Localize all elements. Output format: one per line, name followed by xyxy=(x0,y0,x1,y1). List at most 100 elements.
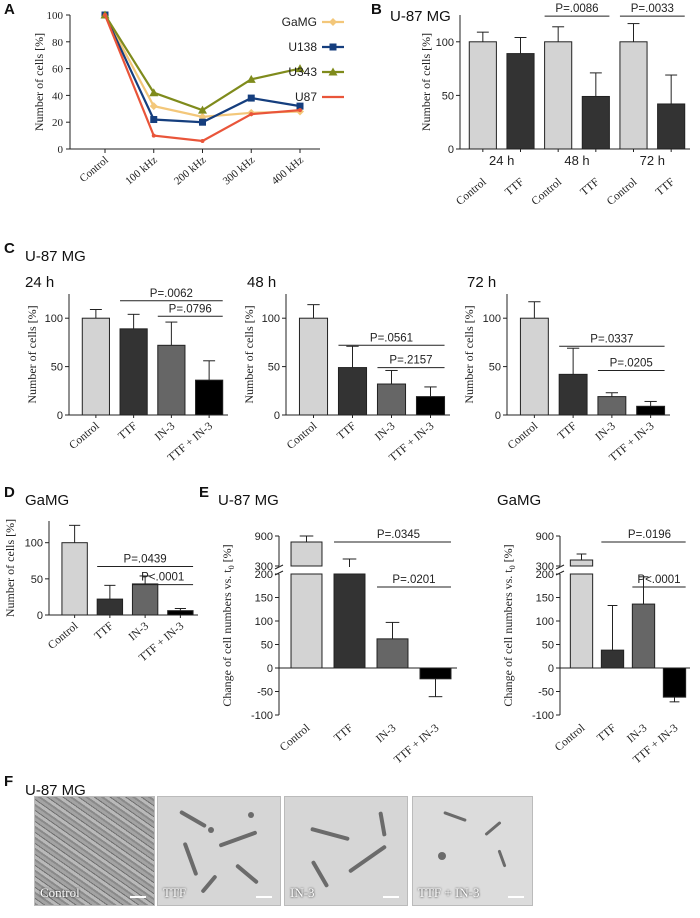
x-tick-label: Control xyxy=(46,620,81,652)
x-tick-label: TTF xyxy=(556,420,579,442)
bar xyxy=(96,598,124,616)
bar xyxy=(662,667,687,698)
y-axis-label: Number of cells [%] xyxy=(3,519,17,617)
y-tick-label: 150 xyxy=(255,593,273,605)
y-tick-label: 0 xyxy=(448,144,454,156)
bar xyxy=(376,383,407,416)
axis-break-gap xyxy=(569,567,594,573)
panel-label-f: F xyxy=(4,773,13,790)
y-axis-label: Number of cells [%] xyxy=(32,33,46,131)
y-axis-label: Change of cell numbers vs. t0 [%] xyxy=(220,544,236,706)
y-tick-label: 100 xyxy=(262,313,280,325)
bar xyxy=(157,344,186,416)
micrograph-ttf-in3: TTF + IN-3 xyxy=(412,796,533,906)
y-tick-label: 50 xyxy=(489,362,501,374)
y-axis-label: Number of cells [%] xyxy=(419,33,433,131)
bar xyxy=(290,573,323,669)
y-tick-label: 0 xyxy=(548,663,554,675)
data-point xyxy=(151,133,156,138)
chart-title: 24 h xyxy=(25,274,54,291)
y-tick-label: 100 xyxy=(47,10,64,22)
bar xyxy=(119,328,148,416)
bar xyxy=(581,95,610,150)
micrograph-label: TTF xyxy=(163,885,187,900)
x-tick-label: Control xyxy=(77,154,110,185)
x-tick-label: 100 kHz xyxy=(123,154,160,187)
bar xyxy=(636,405,666,416)
scale-bar xyxy=(508,896,524,898)
bar xyxy=(569,573,594,669)
scale-bar xyxy=(130,896,146,898)
p-value-label: P=.2157 xyxy=(389,355,432,367)
data-point xyxy=(246,74,256,83)
group-label: 72 h xyxy=(640,153,665,168)
bar xyxy=(131,583,159,616)
x-tick-label: TTF xyxy=(654,176,677,198)
group-label: 24 h xyxy=(489,153,514,168)
p-value-label: P=.0439 xyxy=(124,554,167,566)
y-tick-label: 60 xyxy=(52,64,64,76)
group-label: 48 h xyxy=(564,153,589,168)
data-point xyxy=(149,88,159,97)
bar xyxy=(337,367,368,416)
data-point xyxy=(295,64,305,73)
y-tick-label: 150 xyxy=(536,593,554,605)
x-tick-label: IN-3 xyxy=(625,722,650,745)
x-tick-label: IN-3 xyxy=(127,620,152,643)
x-tick-label: TTF + IN-3 xyxy=(392,722,442,766)
y-tick-label: 0 xyxy=(57,410,63,422)
y-tick-label: 100 xyxy=(45,313,63,325)
data-point xyxy=(249,112,254,117)
p-value-label: P=.0796 xyxy=(169,303,212,315)
p-value-label: P=.0062 xyxy=(150,288,193,300)
x-tick-label: Control xyxy=(553,722,588,754)
y-tick-label: 300 xyxy=(536,561,554,573)
y-tick-label: 0 xyxy=(274,410,280,422)
bar xyxy=(519,317,549,416)
y-tick-label: -100 xyxy=(532,710,554,722)
scale-bar xyxy=(256,896,272,898)
panel-title: U-87 MG xyxy=(390,8,451,25)
data-point xyxy=(199,118,206,126)
p-value-label: P=.0196 xyxy=(628,529,671,541)
y-tick-label: 100 xyxy=(483,313,501,325)
y-axis-label: Number of cells [%] xyxy=(242,305,256,403)
micrograph-label: TTF + IN-3 xyxy=(418,885,480,900)
bar xyxy=(569,559,594,567)
y-tick-label: -50 xyxy=(538,687,554,699)
y-tick-label: 50 xyxy=(261,640,273,652)
chart-title: 72 h xyxy=(467,274,496,291)
x-tick-label: IN-3 xyxy=(373,420,398,443)
y-tick-label: 100 xyxy=(255,616,273,628)
legend-label: U87 xyxy=(295,90,317,104)
bar xyxy=(290,541,323,567)
bar xyxy=(376,638,409,669)
legend-marker xyxy=(328,67,338,76)
data-point xyxy=(103,13,107,17)
y-axis-label: Number of cells [%] xyxy=(462,305,476,403)
panel-title: U-87 MG xyxy=(25,248,86,265)
y-tick-label: 900 xyxy=(536,531,554,543)
micrograph-control: Control xyxy=(34,796,155,906)
y-axis-label: Number of cells [%] xyxy=(25,305,39,403)
bar xyxy=(468,41,497,150)
p-value-label: P=.0205 xyxy=(610,357,653,369)
bar xyxy=(600,649,625,669)
legend-marker xyxy=(329,43,337,51)
legend-label: U343 xyxy=(288,65,317,79)
bar xyxy=(415,396,446,416)
data-point xyxy=(200,138,205,143)
x-tick-label: TTF xyxy=(578,176,601,198)
y-tick-label: 100 xyxy=(536,616,554,628)
y-tick-label: 900 xyxy=(255,531,273,543)
y-tick-label: -100 xyxy=(251,710,273,722)
x-tick-label: Control xyxy=(67,420,102,452)
x-tick-label: TTF xyxy=(503,176,526,198)
bar xyxy=(544,41,573,150)
data-point xyxy=(296,102,304,110)
x-tick-label: IN-3 xyxy=(593,420,618,443)
micrograph-label: IN-3 xyxy=(290,885,315,900)
p-value-label: P=.0345 xyxy=(377,529,420,541)
panel-label-a: A xyxy=(4,1,15,18)
y-tick-label: 50 xyxy=(51,362,63,374)
